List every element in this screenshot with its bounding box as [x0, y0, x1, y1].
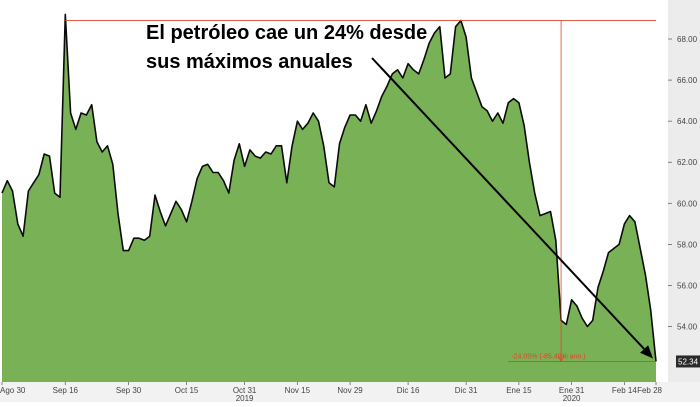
y-axis-ticks: 54.00 56.00 58.00 60.00 62.00 64.00 66.00 68.00	[668, 35, 698, 332]
x-axis-panel	[0, 382, 700, 402]
trend-arrow-head	[640, 345, 653, 359]
trend-arrow-shaft	[371, 57, 645, 350]
x-axis-ticks: Ago 30 Sep 16 Sep 30 Oct 15 Oct 31 Nov 15 Nov …	[0, 382, 663, 403]
x-tick-label: Sep 16	[53, 386, 79, 395]
y-tick-label: 64.00	[677, 117, 698, 126]
y-tick-label: 62.00	[677, 158, 698, 167]
x-tick-label: Dic 31	[455, 386, 478, 395]
y-tick-label: 58.00	[677, 240, 698, 249]
x-tick-label: Oct 15	[175, 386, 199, 395]
change-annotation: -24.05% (-85.49% ann.)	[511, 353, 585, 360]
x-tick-label: Ene 15	[506, 386, 532, 395]
headline-line-2: sus máximos anuales	[146, 51, 353, 73]
x-tick-label: Feb 28	[637, 386, 662, 395]
last-value-box	[676, 355, 700, 368]
price-area	[2, 14, 656, 383]
x-tick-label: Nov 15	[285, 386, 311, 395]
y-tick-label: 66.00	[677, 76, 698, 85]
price-line	[1, 13, 657, 362]
last-value-group: 52.34	[676, 355, 700, 368]
x-tick-label: Feb 14	[612, 386, 637, 395]
headline-line-1: El petróleo cae un 24% desde	[146, 22, 427, 44]
y-tick-label: 60.00	[677, 199, 698, 208]
trend-arrow-group	[371, 57, 653, 359]
x-tick-label: Nov 29	[337, 386, 363, 395]
x-tick-label: Ago 30	[0, 386, 26, 395]
x-tick-label: Dic 16	[397, 386, 420, 395]
reference-lines-group: -24.05% (-85.49% ann.)	[65, 20, 656, 363]
x-tick-label: Sep 30	[116, 386, 142, 395]
drop-arrowhead	[557, 355, 565, 363]
y-tick-label: 56.00	[677, 281, 698, 290]
y-tick-label: 68.00	[677, 35, 698, 44]
y-tick-label: 54.00	[677, 323, 698, 332]
x-tick-label: Oct 31	[233, 386, 257, 395]
x-tick-label: Ene 31	[559, 386, 585, 395]
y-axis-panel	[668, 0, 700, 402]
price-area-group	[1, 13, 657, 383]
x-year-label: 2019	[236, 394, 254, 402]
x-year-label: 2020	[563, 394, 581, 402]
last-value-label: 52.34	[678, 357, 699, 366]
